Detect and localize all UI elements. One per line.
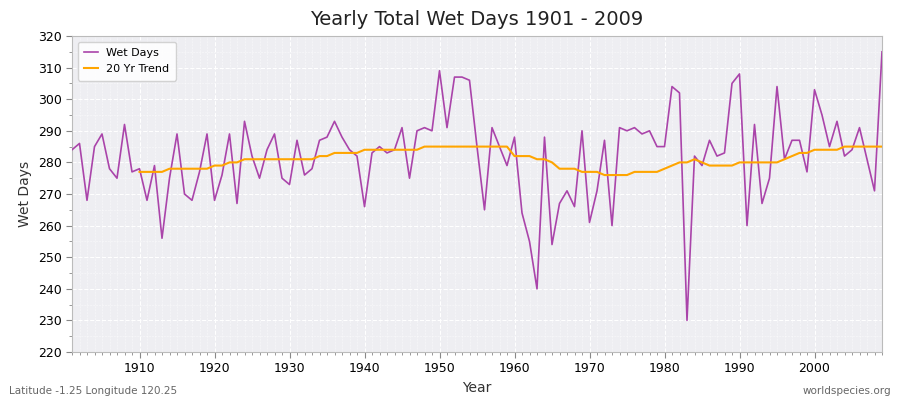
Wet Days xyxy=(509,135,520,140)
Wet Days xyxy=(67,147,77,152)
20 Yr Trend xyxy=(134,170,145,174)
Legend: Wet Days, 20 Yr Trend: Wet Days, 20 Yr Trend xyxy=(77,42,176,81)
X-axis label: Year: Year xyxy=(463,381,491,395)
Line: Wet Days: Wet Days xyxy=(72,52,882,320)
20 Yr Trend xyxy=(854,144,865,149)
20 Yr Trend xyxy=(599,173,610,178)
20 Yr Trend xyxy=(832,147,842,152)
Title: Yearly Total Wet Days 1901 - 2009: Yearly Total Wet Days 1901 - 2009 xyxy=(310,10,644,29)
20 Yr Trend xyxy=(307,157,318,162)
Line: 20 Yr Trend: 20 Yr Trend xyxy=(140,147,882,175)
Text: worldspecies.org: worldspecies.org xyxy=(803,386,891,396)
Wet Days xyxy=(681,318,692,323)
Wet Days xyxy=(877,49,887,54)
Text: Latitude -1.25 Longitude 120.25: Latitude -1.25 Longitude 120.25 xyxy=(9,386,177,396)
20 Yr Trend xyxy=(419,144,430,149)
20 Yr Trend xyxy=(584,170,595,174)
Wet Days xyxy=(292,138,302,143)
20 Yr Trend xyxy=(276,157,287,162)
Wet Days xyxy=(337,135,347,140)
Wet Days xyxy=(127,170,138,174)
Wet Days xyxy=(501,163,512,168)
Wet Days xyxy=(599,138,610,143)
20 Yr Trend xyxy=(877,144,887,149)
20 Yr Trend xyxy=(524,154,535,158)
Y-axis label: Wet Days: Wet Days xyxy=(18,161,32,227)
